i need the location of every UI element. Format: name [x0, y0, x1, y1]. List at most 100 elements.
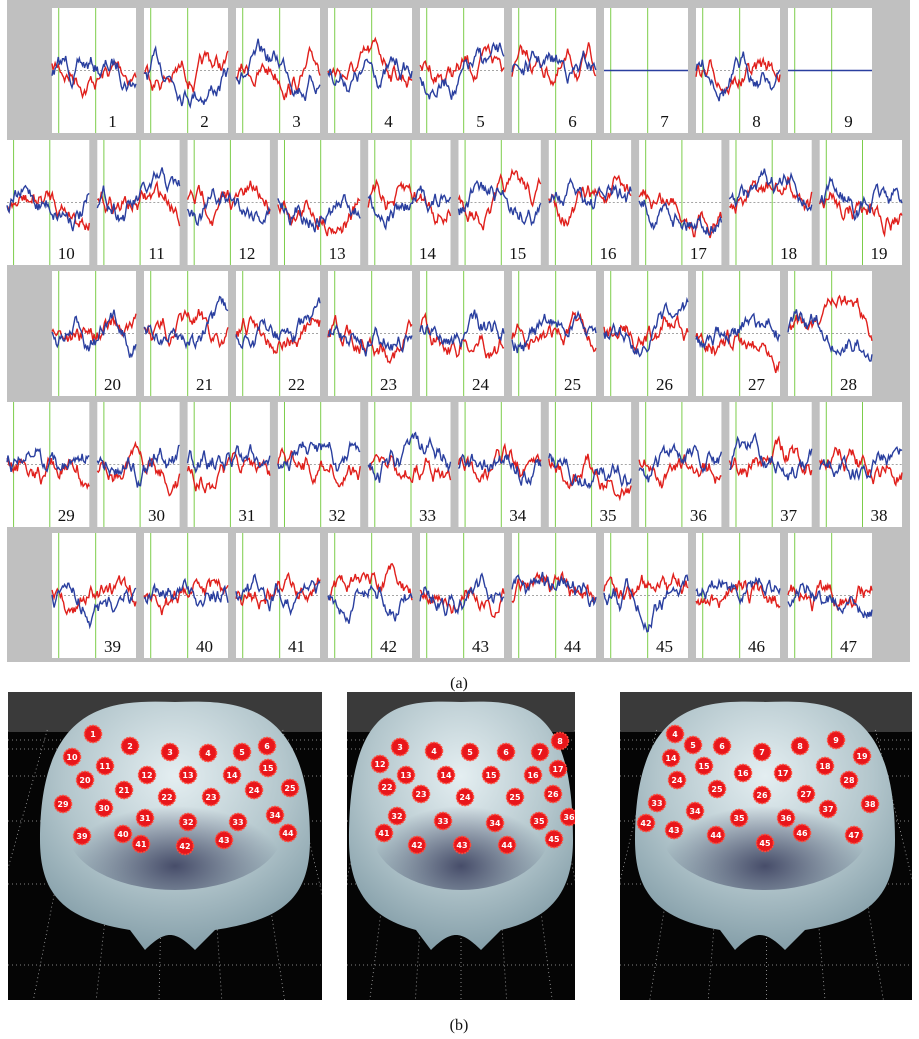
- channel-plot: 43: [420, 533, 504, 658]
- channel-plot: 18: [729, 140, 811, 265]
- electrode-label: 12: [141, 771, 152, 780]
- electrode-label: 10: [66, 753, 78, 762]
- channel-plot: 8: [696, 8, 780, 133]
- electrode-label: 39: [76, 832, 88, 841]
- electrode-label: 18: [819, 762, 831, 771]
- electrode-label: 42: [640, 819, 651, 828]
- electrode-label: 29: [57, 800, 69, 809]
- channel-plot: 22: [236, 271, 320, 396]
- channel-plot: 14: [368, 140, 450, 265]
- brain-image: 3456781213141516172223242526323334353641…: [279, 692, 644, 1000]
- channel-label: 22: [288, 375, 305, 394]
- grid: [912, 730, 919, 1000]
- channel-plot: 2: [144, 8, 228, 133]
- channel-plot: 39: [52, 533, 136, 658]
- channel-label: 16: [600, 244, 617, 263]
- electrode-label: 16: [527, 771, 539, 780]
- channel-plot: 35: [549, 402, 631, 527]
- electrode-label: 9: [833, 736, 839, 745]
- electrode-label: 42: [411, 841, 422, 850]
- channel-label: 34: [509, 506, 527, 525]
- channel-label: 15: [509, 244, 526, 263]
- channel-label: 8: [752, 112, 761, 131]
- channel-plot: 32: [278, 402, 360, 527]
- channel-plot: 4: [328, 8, 412, 133]
- channel-plot: 1: [52, 8, 136, 133]
- channel-label: 46: [748, 637, 765, 656]
- channel-label: 9: [844, 112, 853, 131]
- electrode-label: 38: [864, 800, 876, 809]
- channel-label: 5: [476, 112, 485, 131]
- electrode-label: 24: [248, 786, 260, 795]
- channel-plot: 17: [639, 140, 721, 265]
- channel-plot: 11: [97, 140, 179, 265]
- channel-plot: 29: [7, 402, 89, 527]
- channel-plot: 7: [604, 8, 688, 133]
- electrode-label: 45: [548, 835, 560, 844]
- electrode-label: 31: [139, 814, 151, 823]
- channel-plot: 34: [459, 402, 541, 527]
- electrode-label: 26: [547, 790, 559, 799]
- channel-label: 28: [840, 375, 857, 394]
- electrode-label: 24: [671, 776, 683, 785]
- electrode-label: 3: [167, 748, 173, 757]
- electrode-label: 33: [651, 799, 662, 808]
- channel-plot: 26: [604, 271, 688, 396]
- electrode-label: 13: [182, 771, 193, 780]
- channel-label: 2: [200, 112, 209, 131]
- head-shade: [371, 770, 550, 890]
- electrode-label: 3: [397, 743, 403, 752]
- electrode-label: 15: [262, 764, 274, 773]
- channel-label: 18: [780, 244, 797, 263]
- channel-plot: 31: [188, 402, 270, 527]
- electrode-label: 45: [759, 839, 771, 848]
- channel-plot: 16: [549, 140, 631, 265]
- brain-view: 4567891415161718192425262728333435363738…: [533, 692, 919, 1000]
- channel-plot: 37: [729, 402, 811, 527]
- channel-plot: 33: [368, 402, 450, 527]
- panel-label: (a): [450, 675, 468, 692]
- channel-label: 27: [748, 375, 766, 394]
- electrode-label: 44: [282, 829, 294, 838]
- electrode-label: 25: [284, 784, 296, 793]
- electrode-label: 25: [509, 793, 521, 802]
- channel-label: 37: [780, 506, 798, 525]
- electrode-label: 13: [400, 771, 411, 780]
- channel-label: 20: [104, 375, 121, 394]
- channel-label: 13: [329, 244, 346, 263]
- channel-label: 23: [380, 375, 397, 394]
- channel-plot: 28: [788, 271, 872, 396]
- grid: [0, 730, 8, 1000]
- electrode-label: 6: [264, 742, 270, 751]
- electrode-label: 8: [797, 742, 803, 751]
- electrode-label: 4: [672, 730, 678, 739]
- electrode-label: 40: [117, 830, 129, 839]
- electrode-label: 15: [485, 771, 497, 780]
- channel-plot: 30: [97, 402, 179, 527]
- electrode-label: 36: [563, 813, 575, 822]
- electrode-label: 35: [533, 817, 545, 826]
- electrode-label: 14: [440, 771, 452, 780]
- electrode-label: 41: [378, 829, 390, 838]
- electrode-label: 21: [118, 786, 130, 795]
- electrode-label: 19: [856, 752, 868, 761]
- electrode-label: 5: [467, 748, 473, 757]
- electrode-label: 32: [391, 812, 402, 821]
- electrode-label: 15: [698, 762, 710, 771]
- channel-plot: 23: [328, 271, 412, 396]
- electrode-label: 20: [79, 776, 91, 785]
- channel-plot: 44: [512, 533, 596, 658]
- channel-label: 4: [384, 112, 393, 131]
- electrode-label: 37: [822, 805, 833, 814]
- channel-plot: 20: [52, 271, 136, 396]
- electrode-label: 41: [135, 840, 147, 849]
- electrode-label: 24: [459, 793, 471, 802]
- electrode-label: 43: [456, 841, 467, 850]
- channel-label: 41: [288, 637, 305, 656]
- electrode-label: 4: [205, 749, 211, 758]
- channel-label: 21: [196, 375, 213, 394]
- electrode-label: 34: [489, 819, 501, 828]
- channel-label: 47: [840, 637, 858, 656]
- channel-plot: 15: [459, 140, 541, 265]
- electrode-label: 30: [98, 804, 110, 813]
